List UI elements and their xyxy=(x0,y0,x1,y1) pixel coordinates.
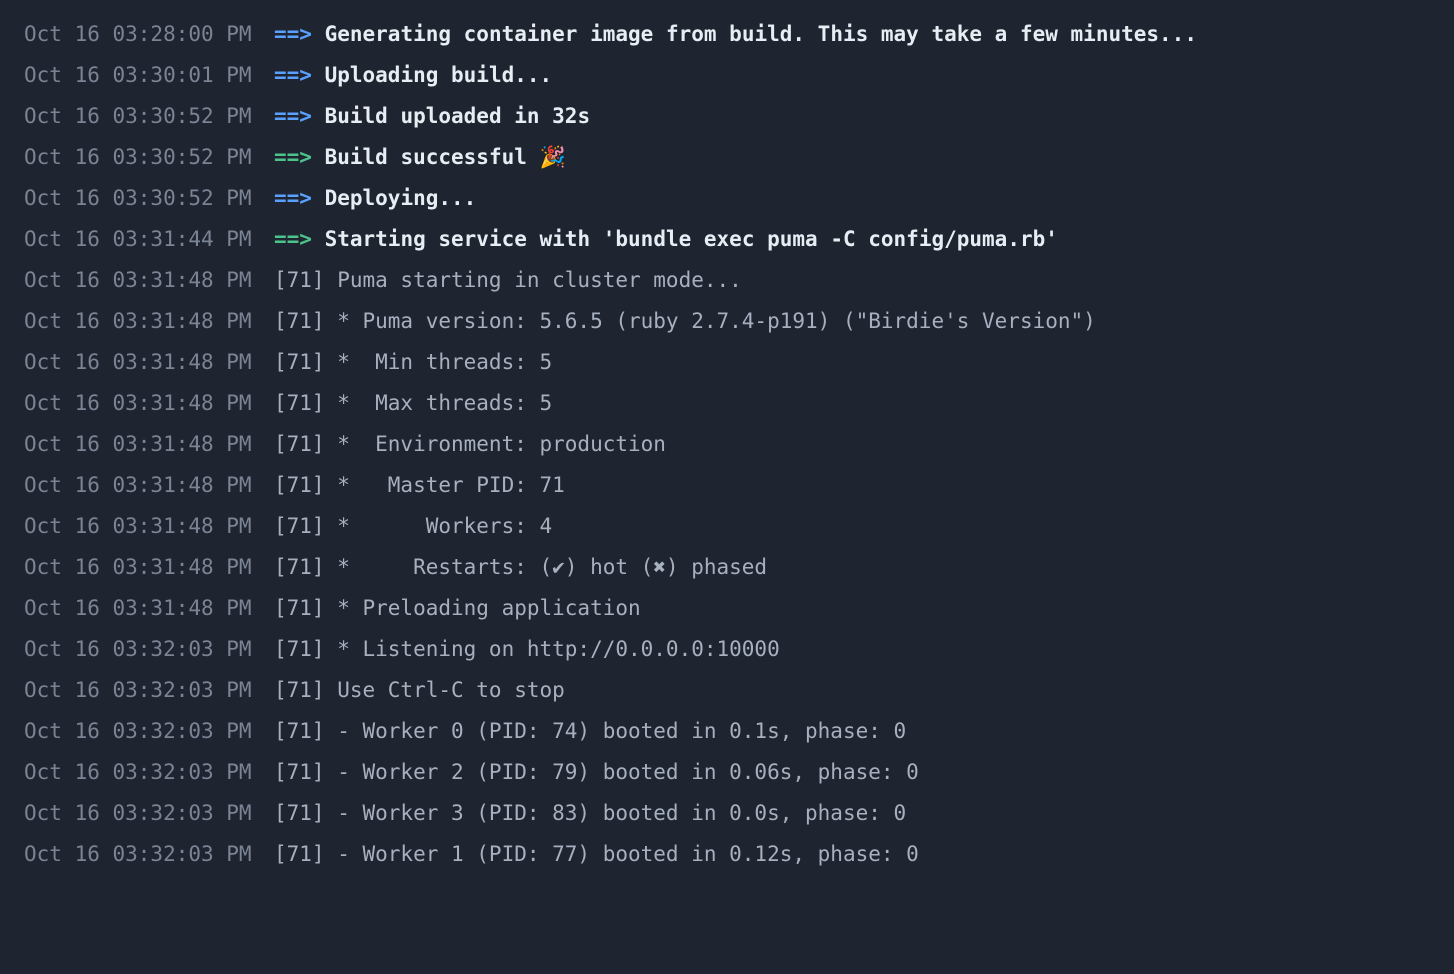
log-timestamp: Oct 16 03:30:52 PM xyxy=(24,96,274,137)
log-text: [71] * Environment: production xyxy=(274,432,666,456)
log-text: [71] - Worker 1 (PID: 77) booted in 0.12… xyxy=(274,842,919,866)
log-message: [71] * Puma version: 5.6.5 (ruby 2.7.4-p… xyxy=(274,301,1096,342)
log-message: [71] * Preloading application xyxy=(274,588,641,629)
log-timestamp: Oct 16 03:31:48 PM xyxy=(24,588,274,629)
log-text: [71] - Worker 3 (PID: 83) booted in 0.0s… xyxy=(274,801,906,825)
log-message: [71] - Worker 1 (PID: 77) booted in 0.12… xyxy=(274,834,919,875)
log-timestamp: Oct 16 03:32:03 PM xyxy=(24,752,274,793)
log-line[interactable]: Oct 16 03:30:52 PM==> Build uploaded in … xyxy=(24,96,1430,137)
log-line[interactable]: Oct 16 03:32:03 PM[71] - Worker 3 (PID: … xyxy=(24,793,1430,834)
log-line[interactable]: Oct 16 03:32:03 PM[71] - Worker 0 (PID: … xyxy=(24,711,1430,752)
log-text: Starting service with 'bundle exec puma … xyxy=(325,227,1058,251)
log-text: Deploying... xyxy=(325,186,477,210)
log-timestamp: Oct 16 03:32:03 PM xyxy=(24,711,274,752)
log-line[interactable]: Oct 16 03:32:03 PM[71] - Worker 2 (PID: … xyxy=(24,752,1430,793)
log-line[interactable]: Oct 16 03:28:00 PM==> Generating contain… xyxy=(24,14,1430,55)
log-message: ==> Build successful 🎉 xyxy=(274,137,566,178)
log-message: [71] Use Ctrl-C to stop xyxy=(274,670,565,711)
log-text: Uploading build... xyxy=(325,63,553,87)
log-line[interactable]: Oct 16 03:31:48 PM[71] Puma starting in … xyxy=(24,260,1430,301)
log-message: [71] * Workers: 4 xyxy=(274,506,552,547)
log-message: [71] * Min threads: 5 xyxy=(274,342,552,383)
log-message: [71] * Master PID: 71 xyxy=(274,465,565,506)
arrow-icon: ==> xyxy=(274,63,312,87)
log-text: [71] * Preloading application xyxy=(274,596,641,620)
log-line[interactable]: Oct 16 03:31:48 PM[71] * Max threads: 5 xyxy=(24,383,1430,424)
log-message: [71] - Worker 3 (PID: 83) booted in 0.0s… xyxy=(274,793,906,834)
log-timestamp: Oct 16 03:32:03 PM xyxy=(24,793,274,834)
log-timestamp: Oct 16 03:31:48 PM xyxy=(24,342,274,383)
log-line[interactable]: Oct 16 03:32:03 PM[71] - Worker 1 (PID: … xyxy=(24,834,1430,875)
log-timestamp: Oct 16 03:31:48 PM xyxy=(24,465,274,506)
log-message: [71] - Worker 0 (PID: 74) booted in 0.1s… xyxy=(274,711,906,752)
log-line[interactable]: Oct 16 03:31:48 PM[71] * Master PID: 71 xyxy=(24,465,1430,506)
log-timestamp: Oct 16 03:32:03 PM xyxy=(24,834,274,875)
log-message: ==> Starting service with 'bundle exec p… xyxy=(274,219,1058,260)
log-line[interactable]: Oct 16 03:31:48 PM[71] * Min threads: 5 xyxy=(24,342,1430,383)
log-timestamp: Oct 16 03:31:48 PM xyxy=(24,383,274,424)
log-message: [71] * Max threads: 5 xyxy=(274,383,552,424)
log-text: [71] * Max threads: 5 xyxy=(274,391,552,415)
log-line[interactable]: Oct 16 03:31:48 PM[71] * Environment: pr… xyxy=(24,424,1430,465)
log-line[interactable]: Oct 16 03:31:44 PM==> Starting service w… xyxy=(24,219,1430,260)
log-line[interactable]: Oct 16 03:31:48 PM[71] * Workers: 4 xyxy=(24,506,1430,547)
arrow-icon: ==> xyxy=(274,22,312,46)
log-message: [71] - Worker 2 (PID: 79) booted in 0.06… xyxy=(274,752,919,793)
log-text: [71] * Restarts: (✔) hot (✖) phased xyxy=(274,555,767,579)
log-message: [71] * Listening on http://0.0.0.0:10000 xyxy=(274,629,780,670)
log-text: [71] * Min threads: 5 xyxy=(274,350,552,374)
log-message: ==> Uploading build... xyxy=(274,55,552,96)
arrow-icon: ==> xyxy=(274,186,312,210)
log-timestamp: Oct 16 03:30:52 PM xyxy=(24,137,274,178)
log-line[interactable]: Oct 16 03:30:01 PM==> Uploading build... xyxy=(24,55,1430,96)
log-timestamp: Oct 16 03:31:44 PM xyxy=(24,219,274,260)
log-text: [71] * Listening on http://0.0.0.0:10000 xyxy=(274,637,780,661)
log-timestamp: Oct 16 03:32:03 PM xyxy=(24,629,274,670)
log-message: [71] * Restarts: (✔) hot (✖) phased xyxy=(274,547,767,588)
arrow-icon: ==> xyxy=(274,104,312,128)
log-text: [71] - Worker 0 (PID: 74) booted in 0.1s… xyxy=(274,719,906,743)
log-line[interactable]: Oct 16 03:31:48 PM[71] * Restarts: (✔) h… xyxy=(24,547,1430,588)
log-message: ==> Generating container image from buil… xyxy=(274,14,1197,55)
log-message: ==> Deploying... xyxy=(274,178,476,219)
log-text: [71] * Workers: 4 xyxy=(274,514,552,538)
log-timestamp: Oct 16 03:30:52 PM xyxy=(24,178,274,219)
log-timestamp: Oct 16 03:31:48 PM xyxy=(24,424,274,465)
log-message: [71] Puma starting in cluster mode... xyxy=(274,260,742,301)
log-text: [71] * Master PID: 71 xyxy=(274,473,565,497)
log-text: [71] Puma starting in cluster mode... xyxy=(274,268,742,292)
log-timestamp: Oct 16 03:31:48 PM xyxy=(24,301,274,342)
log-line[interactable]: Oct 16 03:32:03 PM[71] Use Ctrl-C to sto… xyxy=(24,670,1430,711)
arrow-icon: ==> xyxy=(274,227,312,251)
log-timestamp: Oct 16 03:31:48 PM xyxy=(24,260,274,301)
log-line[interactable]: Oct 16 03:30:52 PM==> Deploying... xyxy=(24,178,1430,219)
arrow-icon: ==> xyxy=(274,145,312,169)
log-text: [71] * Puma version: 5.6.5 (ruby 2.7.4-p… xyxy=(274,309,1096,333)
log-timestamp: Oct 16 03:31:48 PM xyxy=(24,506,274,547)
log-text: Build uploaded in 32s xyxy=(325,104,591,128)
log-line[interactable]: Oct 16 03:31:48 PM[71] * Puma version: 5… xyxy=(24,301,1430,342)
log-timestamp: Oct 16 03:32:03 PM xyxy=(24,670,274,711)
log-message: ==> Build uploaded in 32s xyxy=(274,96,590,137)
log-line[interactable]: Oct 16 03:30:52 PM==> Build successful 🎉 xyxy=(24,137,1430,178)
log-line[interactable]: Oct 16 03:31:48 PM[71] * Preloading appl… xyxy=(24,588,1430,629)
log-message: [71] * Environment: production xyxy=(274,424,666,465)
log-line[interactable]: Oct 16 03:32:03 PM[71] * Listening on ht… xyxy=(24,629,1430,670)
log-timestamp: Oct 16 03:28:00 PM xyxy=(24,14,274,55)
log-text: Build successful 🎉 xyxy=(325,145,566,169)
log-viewer[interactable]: Oct 16 03:28:00 PM==> Generating contain… xyxy=(0,0,1454,889)
log-timestamp: Oct 16 03:30:01 PM xyxy=(24,55,274,96)
log-text: Generating container image from build. T… xyxy=(325,22,1197,46)
log-text: [71] Use Ctrl-C to stop xyxy=(274,678,565,702)
log-timestamp: Oct 16 03:31:48 PM xyxy=(24,547,274,588)
log-text: [71] - Worker 2 (PID: 79) booted in 0.06… xyxy=(274,760,919,784)
